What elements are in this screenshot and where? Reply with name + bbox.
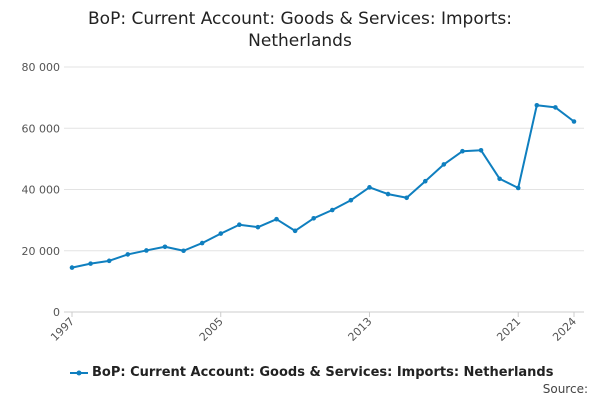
data-point (69, 265, 75, 270)
legend: BoP: Current Account: Goods & Services: … (70, 365, 553, 380)
data-point (385, 191, 391, 197)
data-point (106, 258, 112, 264)
data-point (199, 240, 205, 246)
data-point (404, 195, 409, 201)
data-point (274, 216, 279, 222)
source-label: Source: (542, 382, 588, 396)
data-point (515, 185, 521, 191)
data-point (478, 148, 484, 153)
data-point (497, 176, 502, 182)
data-point (181, 248, 186, 254)
y-tick-label: 80 000 (22, 61, 61, 74)
series-layer (69, 102, 577, 270)
x-axis-tick-labels: 1997 2005 2013 2021 2024 (48, 312, 579, 344)
chart-title-line-2: Netherlands (248, 31, 352, 51)
data-point (255, 224, 261, 230)
x-tick-label: 2005 (197, 315, 226, 344)
x-tick-label: 2021 (494, 315, 523, 344)
series-line (71, 104, 575, 269)
y-axis-tick-labels: 0 20 000 40 000 60 000 80 000 (22, 61, 61, 319)
y-tick-label: 0 (53, 306, 60, 319)
data-point (292, 228, 298, 234)
y-tick-label: 60 000 (22, 122, 61, 135)
data-point (162, 244, 168, 250)
data-point (571, 119, 577, 124)
grid-lines (64, 66, 584, 313)
data-point (534, 102, 540, 108)
data-point (237, 222, 242, 228)
data-point (441, 162, 447, 167)
x-tick-label: 1997 (48, 315, 77, 344)
chart-title: BoP: Current Account: Goods & Services: … (0, 8, 600, 52)
data-point (329, 207, 335, 213)
data-point (348, 197, 354, 203)
legend-label: BoP: Current Account: Goods & Services: … (92, 365, 554, 380)
x-tick-label: 2013 (346, 315, 375, 344)
y-tick-label: 40 000 (22, 184, 61, 197)
data-point (422, 178, 428, 184)
legend-swatch-icon (70, 370, 88, 375)
data-point (88, 261, 93, 266)
data-point (367, 185, 372, 190)
data-point (553, 105, 558, 110)
data-point (218, 231, 224, 236)
data-point (460, 148, 465, 154)
x-tick-label: 2024 (550, 315, 579, 344)
chart-title-line-1: BoP: Current Account: Goods & Services: … (88, 9, 512, 29)
data-point (311, 215, 317, 221)
data-point (125, 252, 131, 257)
data-point (144, 248, 149, 253)
y-tick-label: 20 000 (22, 245, 61, 258)
